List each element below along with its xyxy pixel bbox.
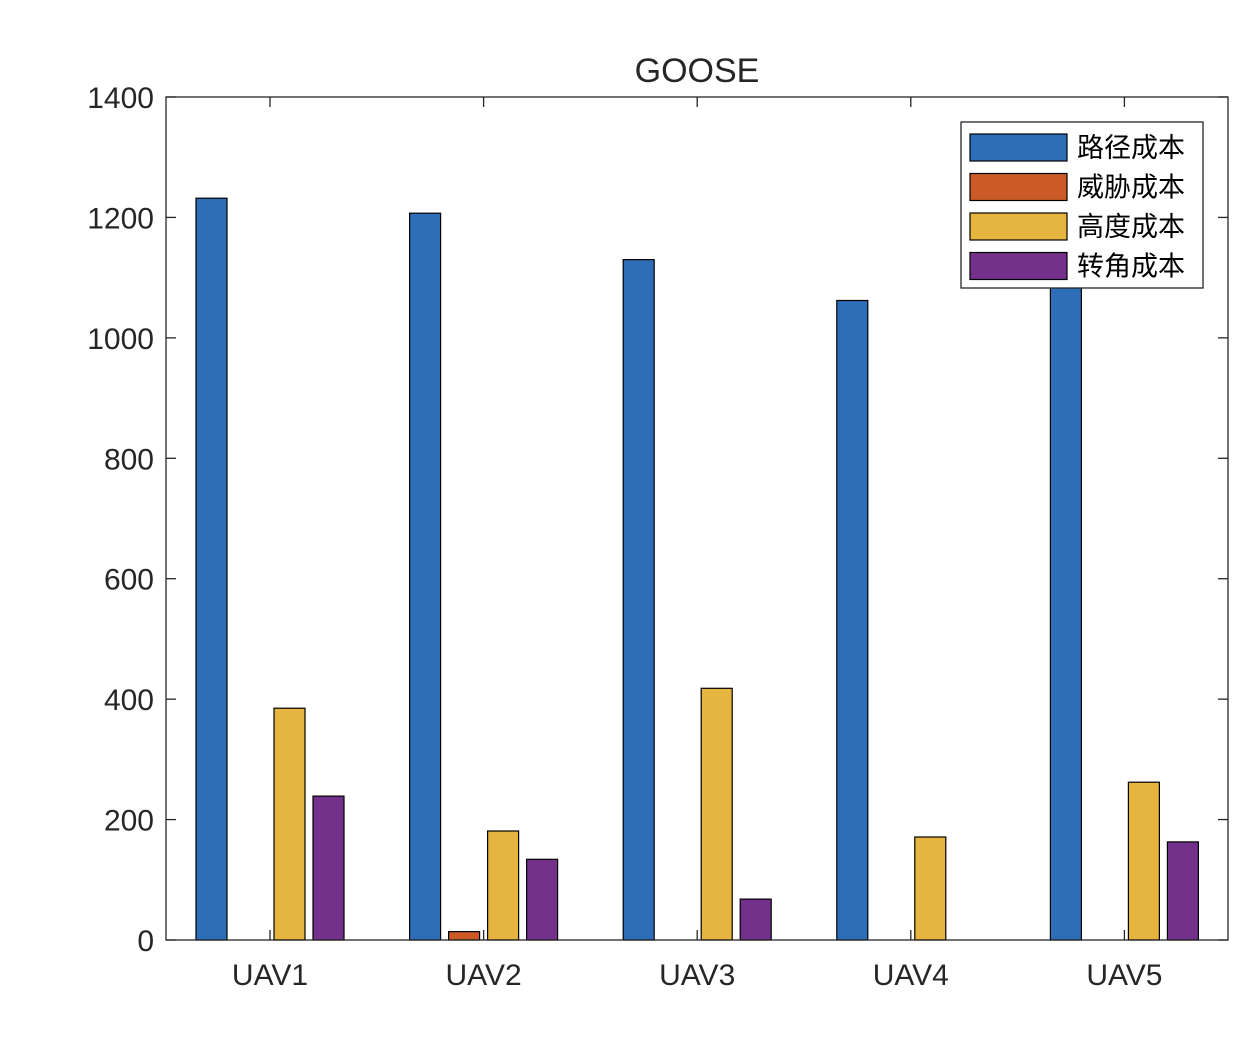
bars-layer	[195, 197, 1200, 941]
bar-uav1-series-3	[273, 707, 306, 941]
x-tick-label-uav2: UAV2	[446, 959, 522, 992]
legend-swatch-2	[969, 172, 1068, 202]
bar-uav2-series-4	[525, 858, 559, 941]
y-tick-label: 200	[104, 805, 154, 838]
bar-uav5-series-3	[1127, 781, 1161, 941]
x-tick-label-uav3: UAV3	[659, 959, 735, 992]
x-tick-label-uav4: UAV4	[873, 959, 949, 992]
bar-uav2-series-2	[448, 930, 481, 941]
bar-uav5-series-4	[1166, 841, 1200, 941]
y-tick-label: 1000	[87, 323, 154, 356]
bar-uav3-series-3	[700, 687, 733, 941]
chart-title: GOOSE	[635, 52, 760, 90]
bar-uav1-series-4	[312, 795, 345, 941]
legend-label-4: 转角成本	[1077, 252, 1185, 283]
bar-uav3-series-1	[622, 259, 655, 941]
y-tick-label: 800	[104, 443, 154, 476]
y-tick-label: 400	[104, 684, 154, 717]
y-tick-label: 1200	[87, 202, 154, 235]
legend-swatch-4	[969, 251, 1068, 281]
bar-uav1-series-1	[195, 197, 228, 941]
x-tick-label-uav5: UAV5	[1086, 959, 1162, 992]
legend-swatch-1	[969, 133, 1068, 162]
y-tick-label: 1400	[87, 82, 154, 115]
y-tick-label: 0	[137, 925, 154, 958]
axes-layer: 0 200 400 600 800 1000 1200 1400 UAV1 UAV2 UAV3 UAV…	[87, 82, 1229, 992]
legend-label-1: 路径成本	[1077, 133, 1185, 164]
bar-uav2-series-1	[409, 212, 442, 941]
legend-swatch-3	[969, 212, 1068, 241]
bar-uav2-series-3	[487, 830, 520, 941]
legend-label-3: 高度成本	[1077, 212, 1185, 243]
bar-uav5-series-1	[1049, 283, 1083, 941]
bar-uav4-series-3	[914, 836, 947, 941]
x-tick-label-uav1: UAV1	[232, 959, 308, 992]
bar-uav4-series-1	[836, 299, 869, 941]
legend-label-2: 威胁成本	[1077, 173, 1185, 204]
bar-uav3-series-4	[739, 898, 772, 941]
y-tick-label: 600	[104, 564, 154, 597]
